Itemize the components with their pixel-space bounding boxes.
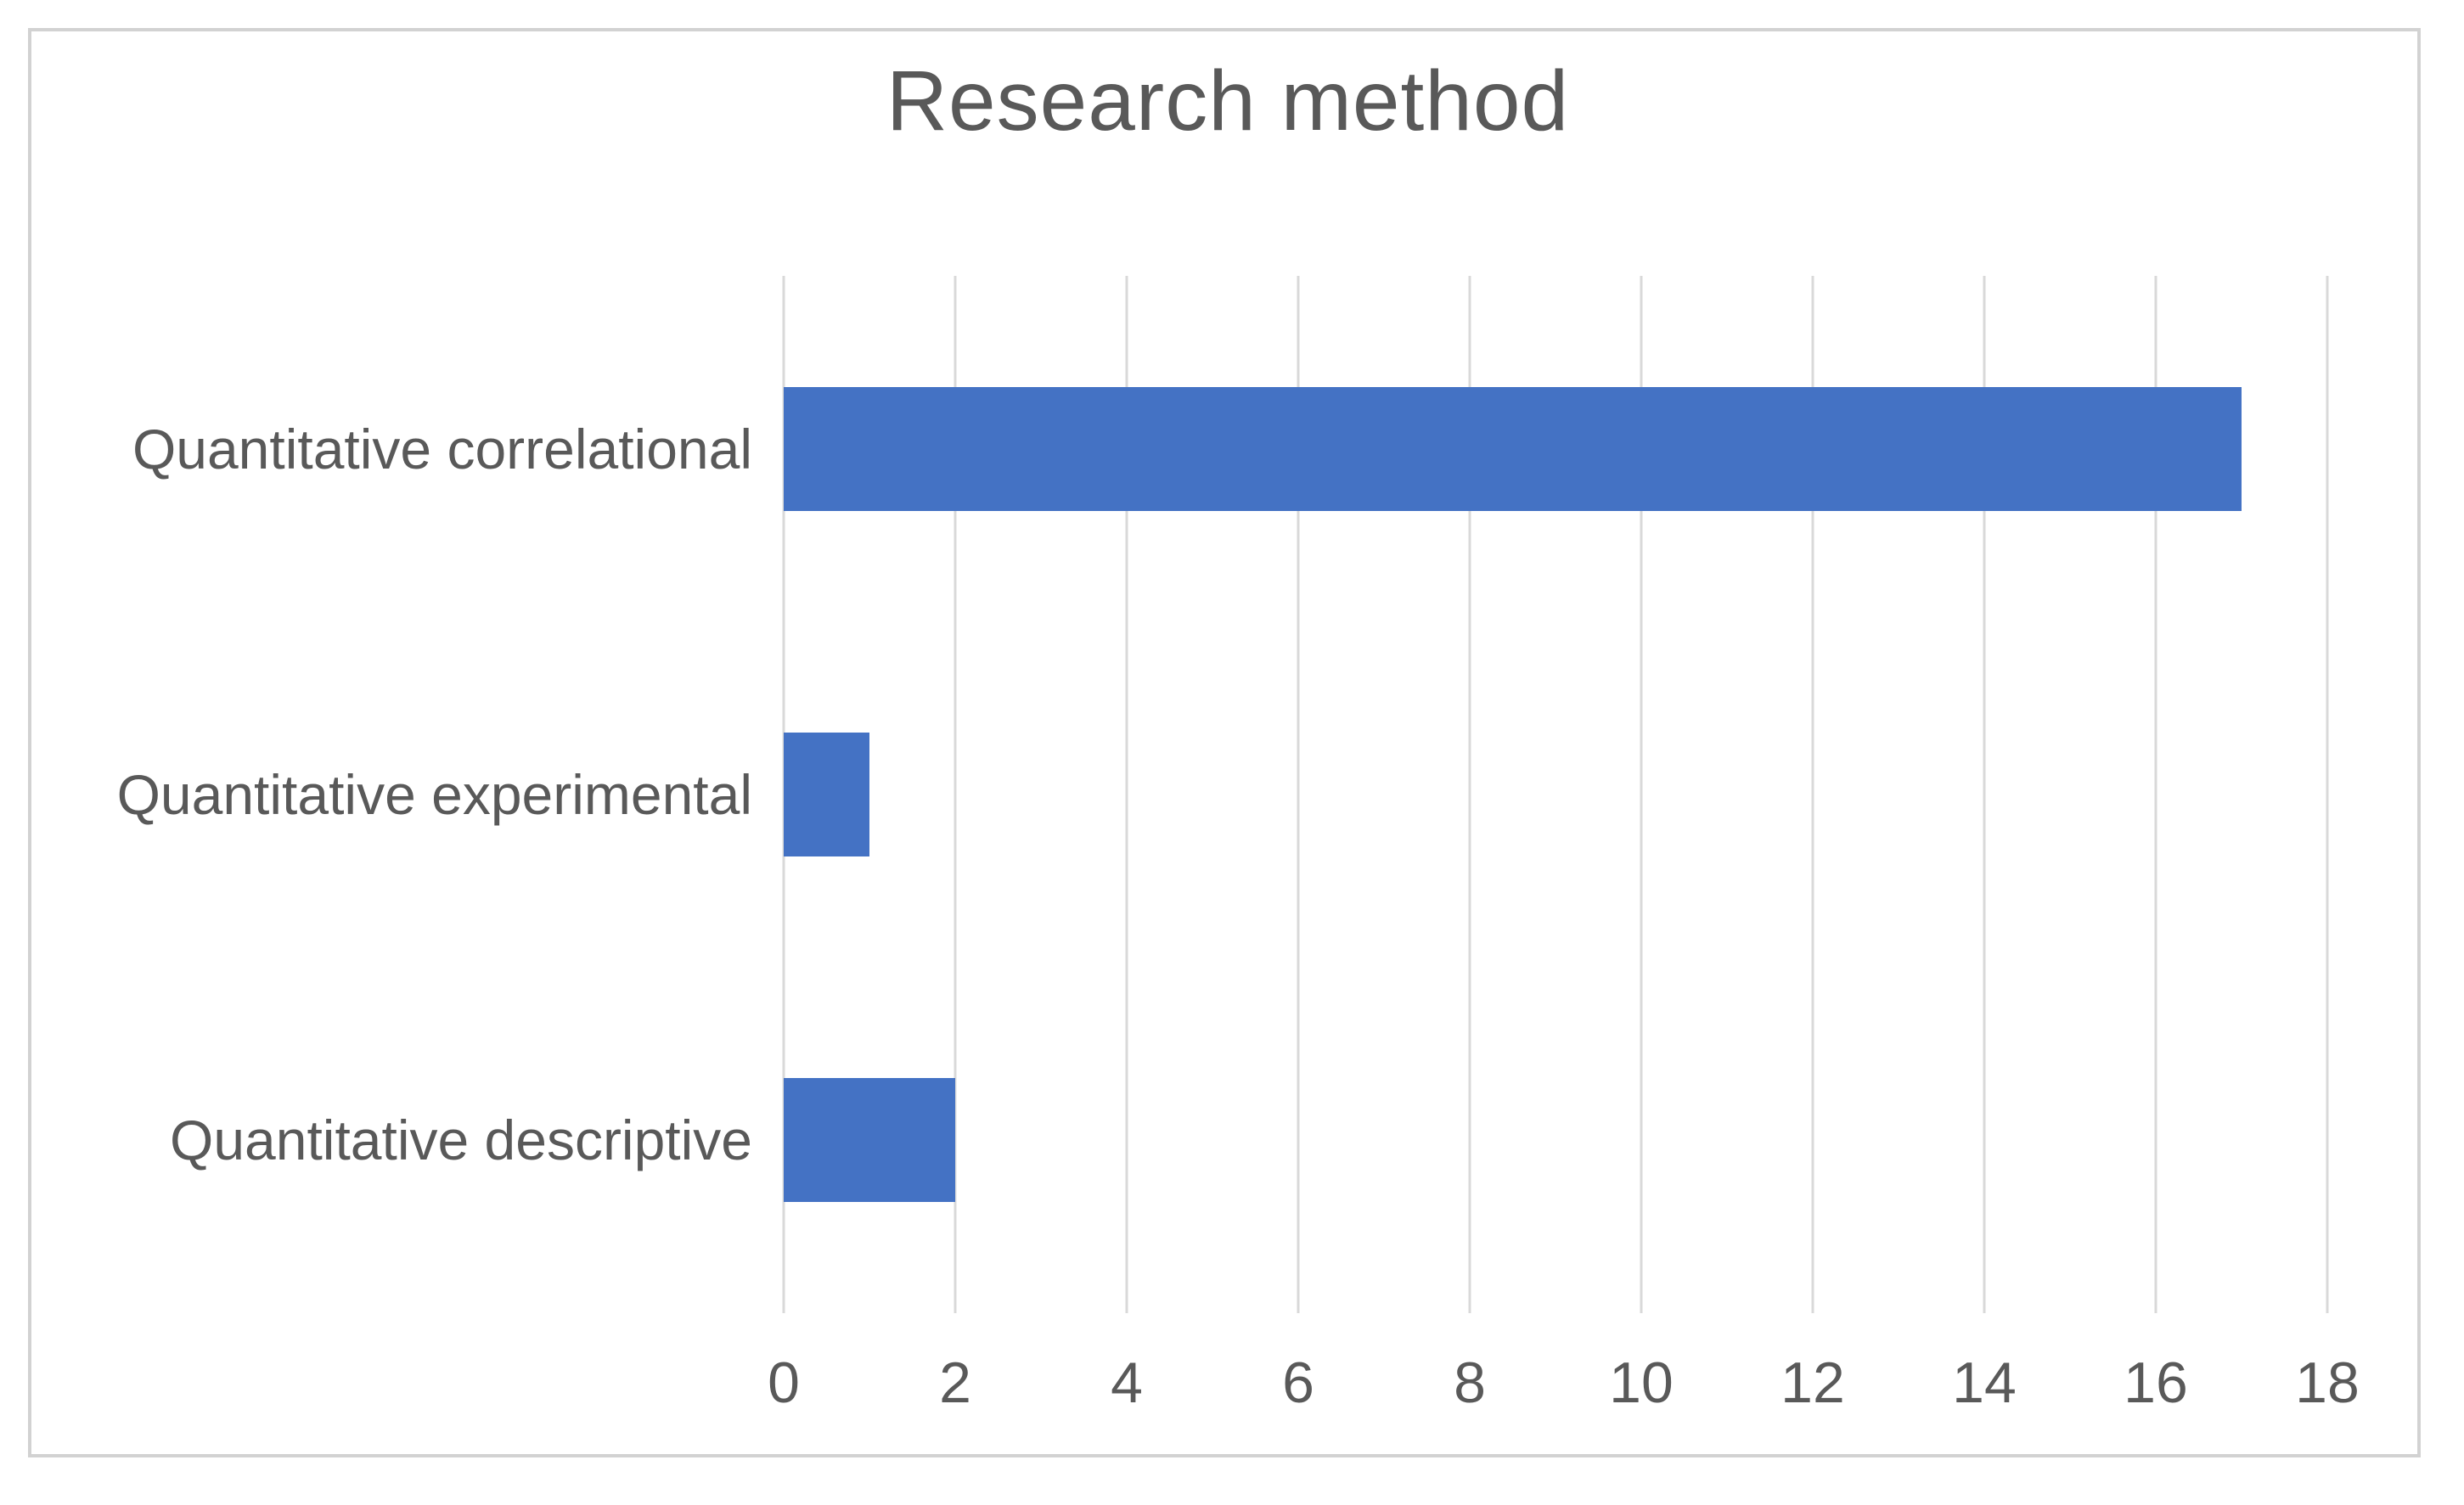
category-label-quantitative-descriptive: Quantitative descriptive [169,1109,752,1172]
x-tick-label-8: 8 [1454,1351,1486,1415]
x-tick-label-14: 14 [1952,1351,2017,1415]
gridline-x-6 [1297,276,1300,1313]
x-tick-label-16: 16 [2124,1351,2188,1415]
gridline-x-18 [2326,276,2329,1313]
x-tick-label-6: 6 [1282,1351,1314,1415]
plot-area [782,276,2329,1313]
x-tick-label-2: 2 [939,1351,971,1415]
x-tick-label-18: 18 [2295,1351,2360,1415]
gridline-x-4 [1125,276,1128,1313]
gridline-x-16 [2154,276,2157,1313]
gridline-x-2 [954,276,957,1313]
gridline-x-10 [1640,276,1643,1313]
category-label-quantitative-experimental: Quantitative experimental [116,763,752,826]
bar-quantitative-correlational [784,386,2242,511]
x-tick-label-0: 0 [768,1351,800,1415]
value-axis-tick-labels: 0 2 4 6 8 10 12 14 16 18 [768,1350,2360,1435]
gridline-x-14 [1983,276,1986,1313]
chart-title: Research method [886,53,1570,149]
x-tick-label-12: 12 [1780,1351,1845,1415]
category-axis-labels: Quantitative correlational Quantitative e… [0,276,752,1313]
category-label-quantitative-correlational: Quantitative correlational [132,417,752,480]
x-tick-label-4: 4 [1111,1351,1143,1415]
bar-quantitative-descriptive [784,1078,955,1203]
gridline-x-8 [1468,276,1471,1313]
chart-frame-border [28,28,2421,1457]
bar-quantitative-experimental [784,733,869,856]
gridline-x-12 [1811,276,1814,1313]
x-tick-label-10: 10 [1609,1351,1674,1415]
